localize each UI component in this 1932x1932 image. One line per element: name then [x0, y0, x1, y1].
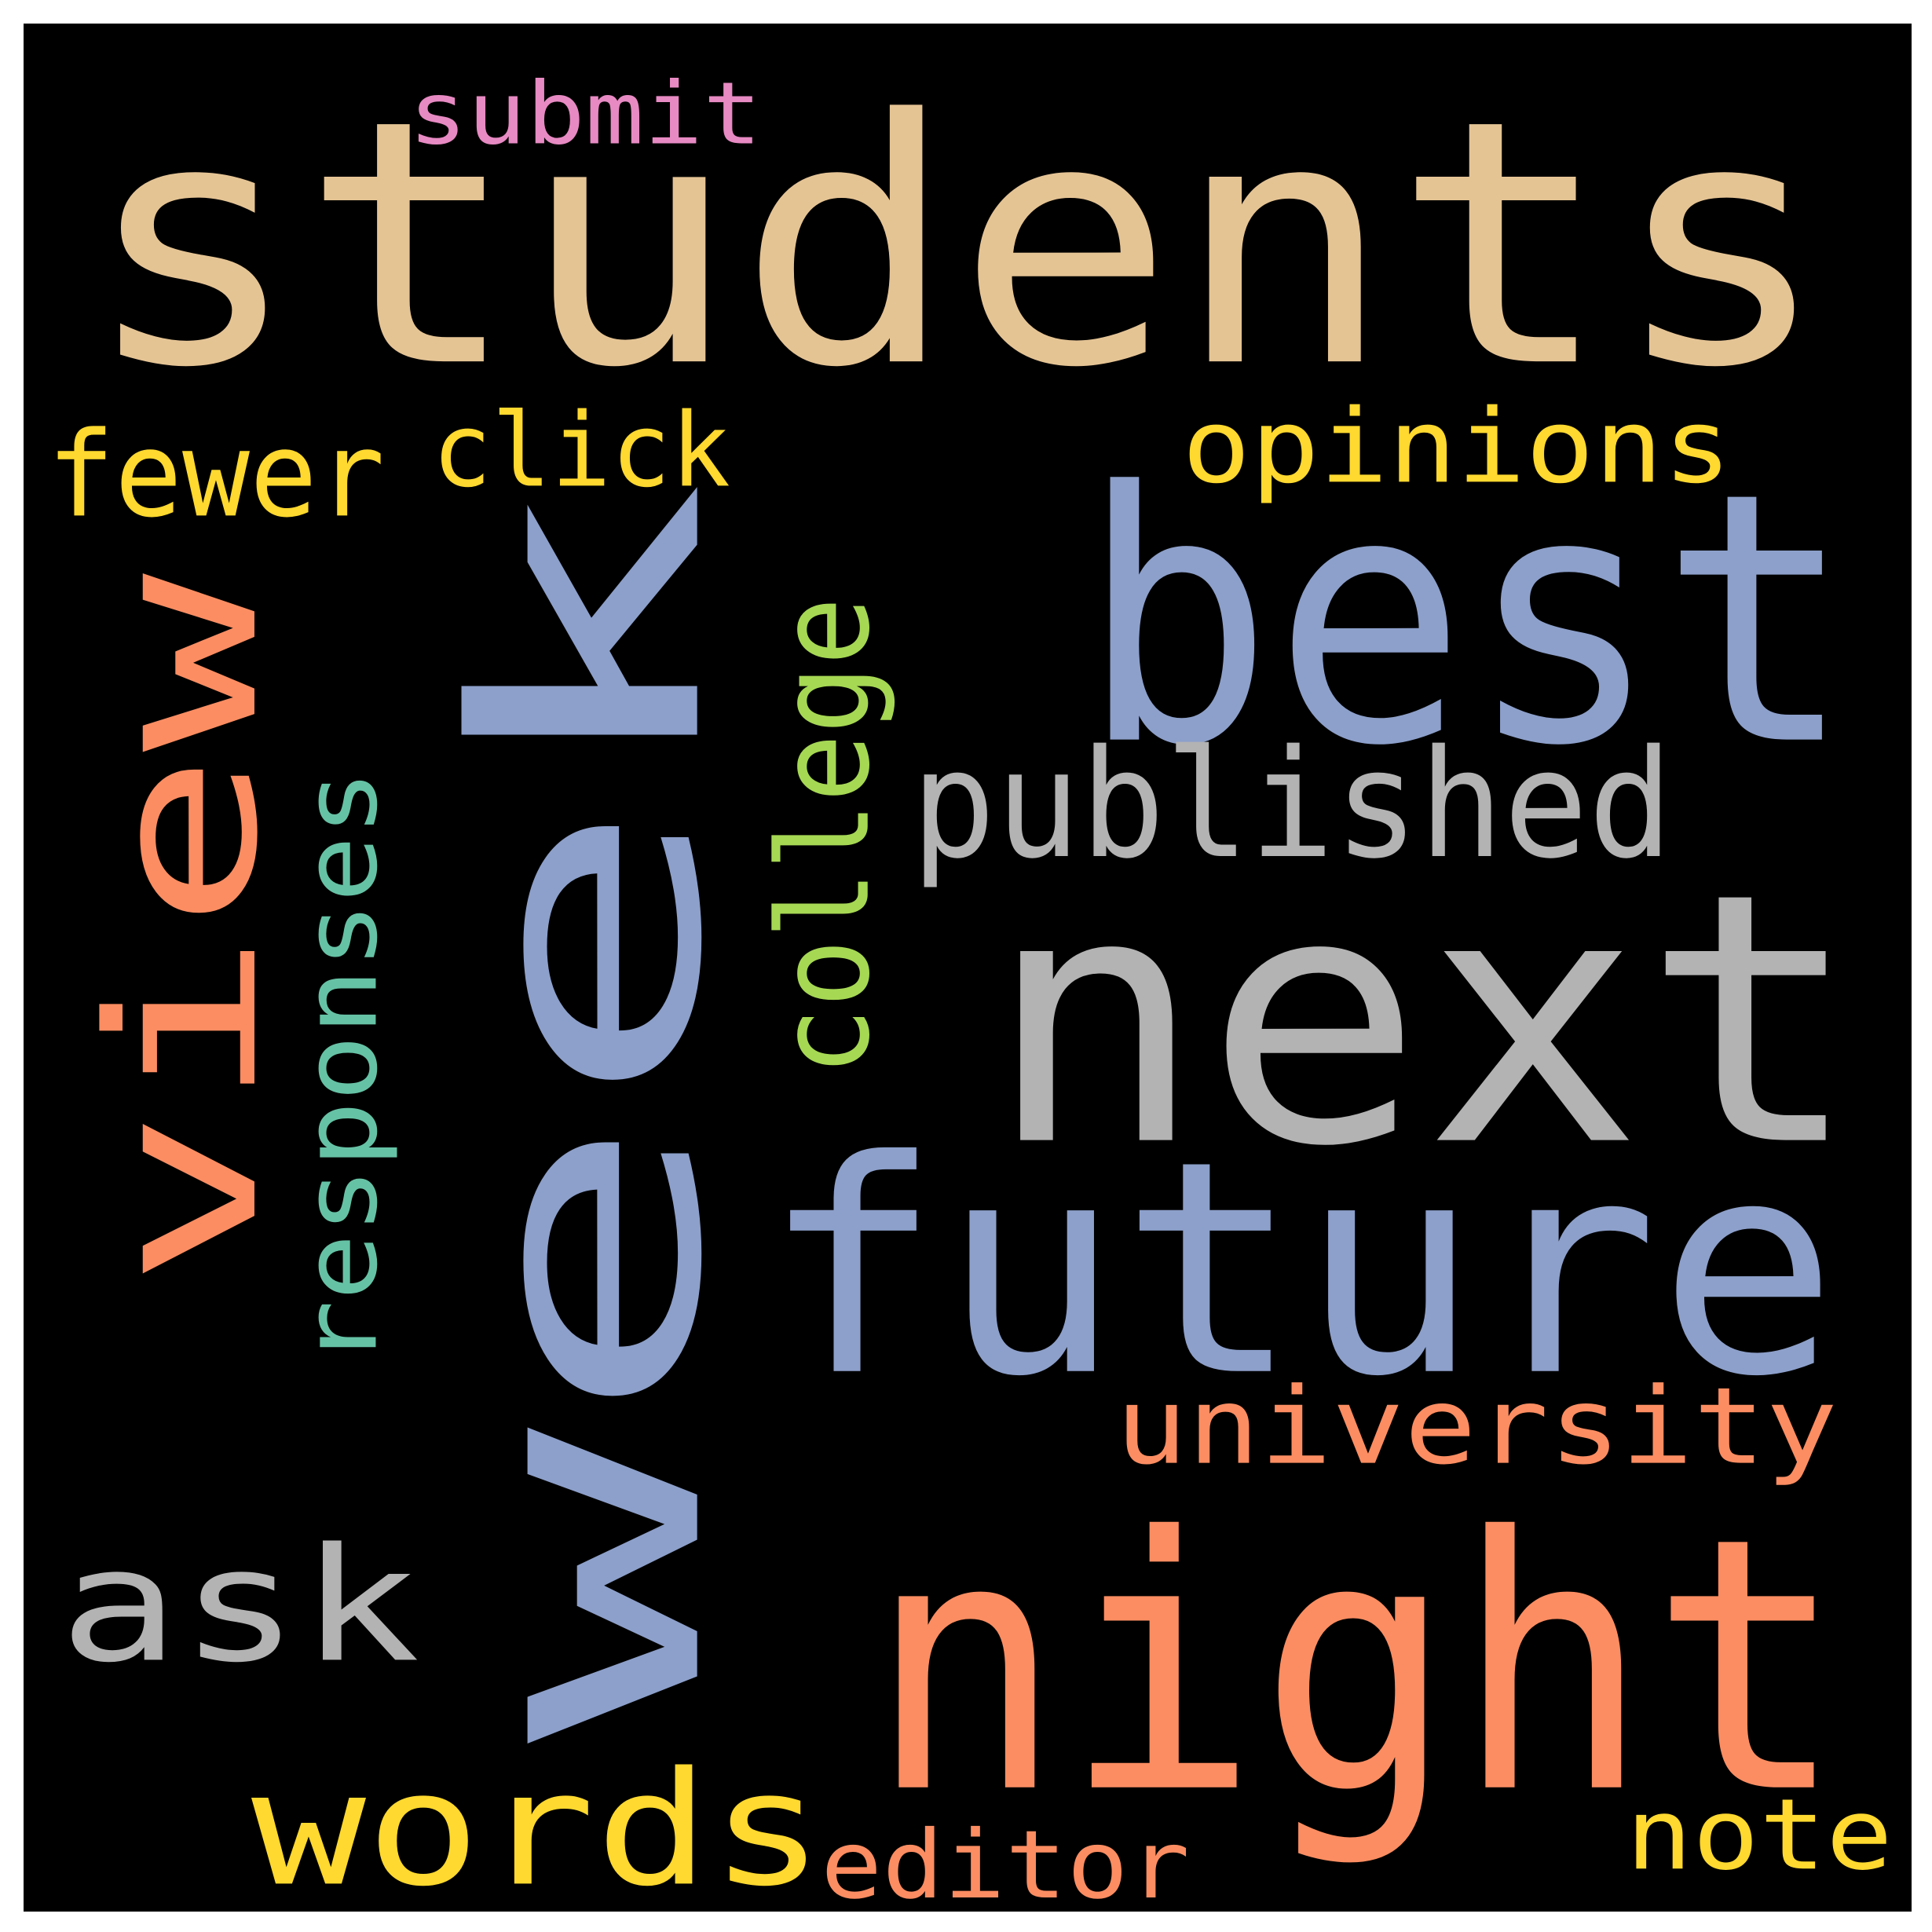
word-future: future — [762, 1098, 1838, 1442]
word-fewer: fewer — [47, 406, 385, 544]
word-next: next — [986, 819, 1861, 1222]
word-cloud: students week best next future night vie… — [24, 24, 1912, 1912]
word-students: students — [82, 49, 1830, 442]
word-university: university — [1115, 1365, 1838, 1489]
word-week: week — [410, 479, 771, 1744]
word-view: view — [65, 573, 304, 1288]
word-responses: responses — [281, 770, 401, 1367]
word-click: click — [432, 391, 730, 510]
word-note: note — [1626, 1778, 1893, 1893]
word-best: best — [1080, 419, 1853, 821]
word-opinions: opinions — [1182, 387, 1732, 507]
word-published: published — [911, 717, 1673, 892]
word-ask: ask — [59, 1514, 420, 1697]
word-editor: editor — [821, 1809, 1190, 1912]
word-submit: submit — [408, 63, 762, 164]
word-college: college — [751, 597, 898, 1076]
word-night: night — [868, 1463, 1846, 1871]
word-words: words — [251, 1738, 825, 1912]
